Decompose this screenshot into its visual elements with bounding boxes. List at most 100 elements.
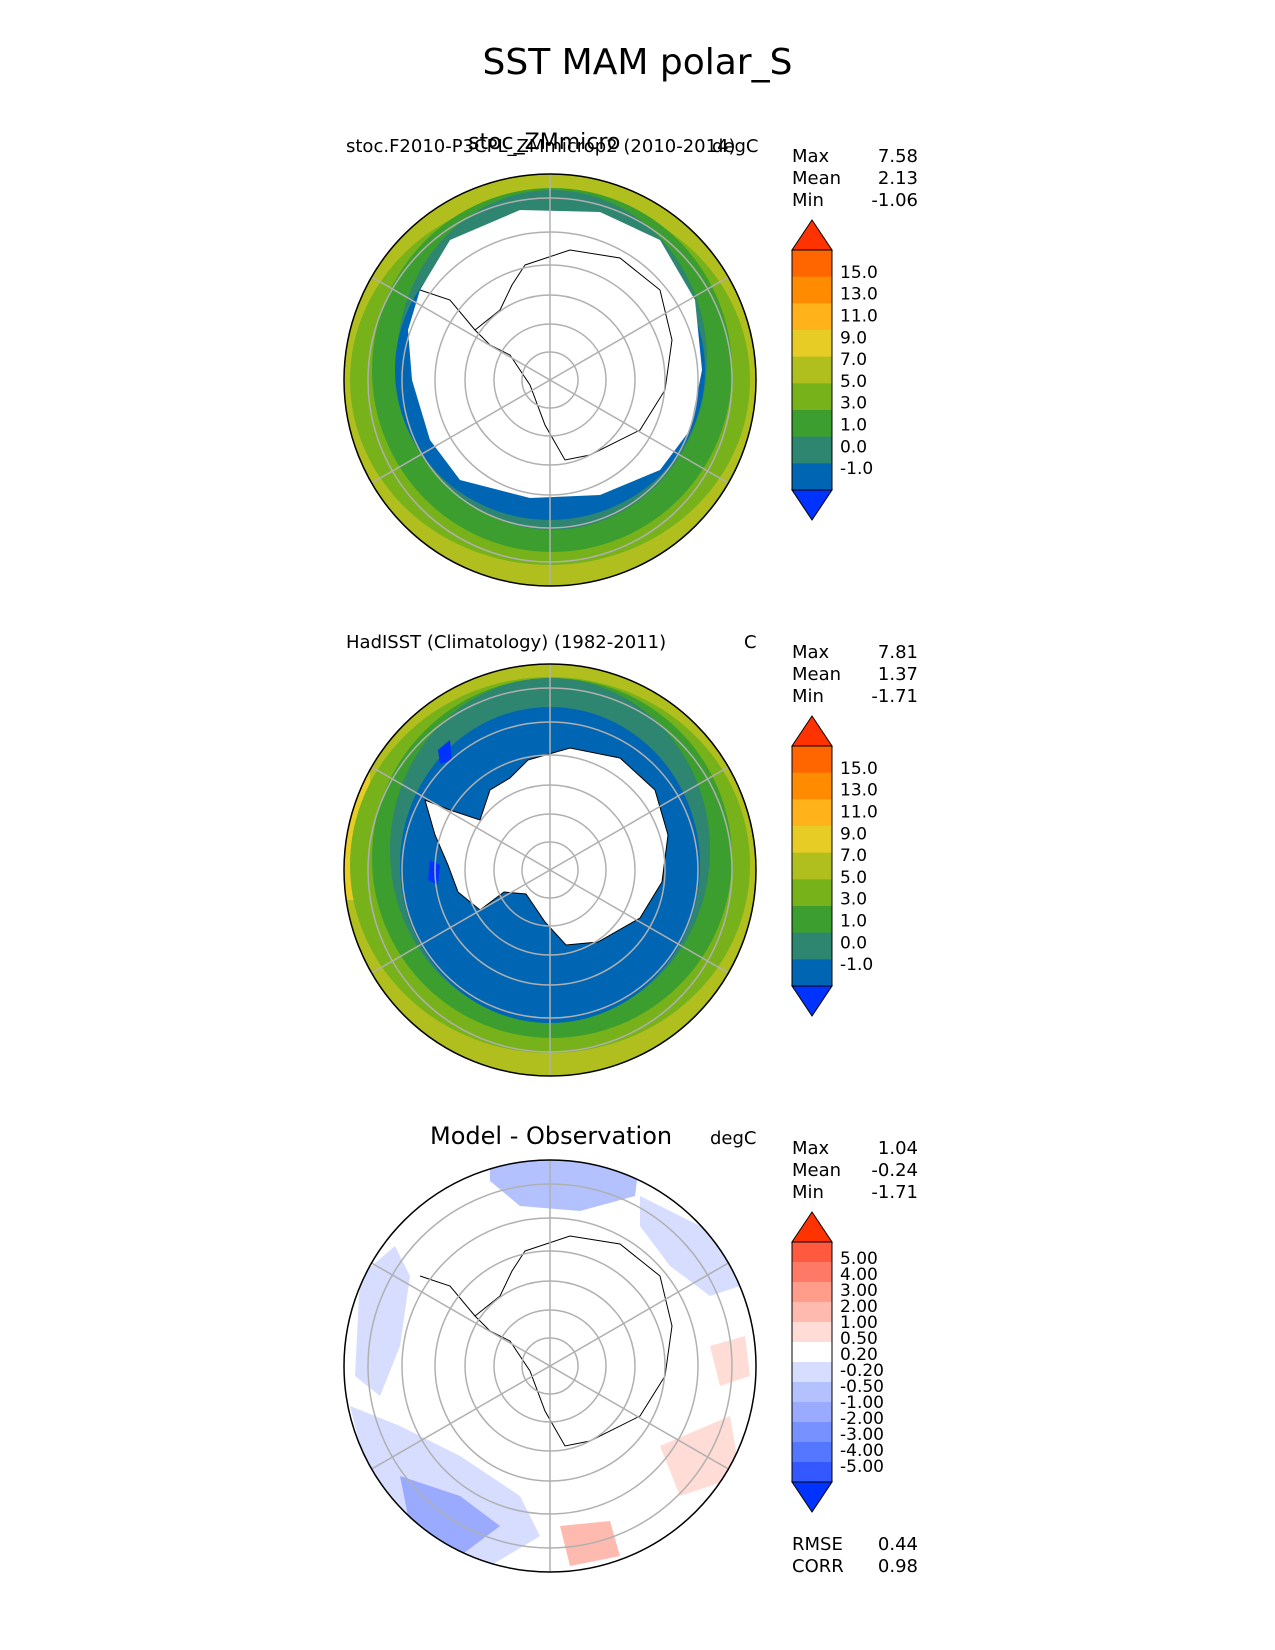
colorbar-tick-label: 1.00 (840, 1313, 878, 1333)
colorbar-segment (792, 356, 832, 384)
antarctica-coastline (474, 1235, 673, 1447)
colorbar-tick-label: -5.00 (840, 1457, 884, 1477)
colorbar-tick-label: 1.0 (840, 416, 867, 436)
colorbar-segment (792, 1402, 832, 1423)
map-boundary (343, 173, 757, 587)
colorbar-tick-label: 11.0 (840, 306, 878, 326)
colorbar-segment (792, 463, 832, 491)
colorbar-tick-label: 5.0 (840, 868, 867, 888)
map-graticule (367, 174, 733, 586)
colorbar-segment (792, 1382, 832, 1403)
colorbar-extend-min (791, 985, 833, 1017)
colorbar-segment (792, 1342, 832, 1363)
colorbar-segment (792, 276, 832, 304)
colorbar-tick-label: -1.0 (840, 955, 873, 975)
colorbar-tick-label: 2.00 (840, 1297, 878, 1317)
stat-mean-value-diff: -0.24 (871, 1160, 918, 1181)
colorbar-tick-label: 7.0 (840, 846, 867, 866)
colorbar-tick-label: -2.00 (840, 1409, 884, 1429)
stat-max-value-model: 7.58 (877, 146, 918, 167)
colorbar-segment (792, 330, 832, 358)
colorbar-segment (792, 799, 832, 827)
colorbar-segment (792, 852, 832, 880)
colorbar-segment (792, 1282, 832, 1303)
colorbar-obs: 15.013.011.09.07.05.03.01.00.0-1.0 (791, 715, 878, 1017)
stat-mean-label-obs: Mean (792, 664, 842, 685)
colorbar-segment (792, 906, 832, 934)
corr-label: CORR (792, 1556, 844, 1577)
sst-band-below-minus1 (428, 860, 440, 885)
polar-map-diff (343, 1159, 757, 1573)
panel-obs-left-title: HadISST (Climatology) (1982-2011) (346, 632, 667, 653)
colorbar-segment (792, 303, 832, 331)
colorbar-tick-label: -1.0 (840, 459, 873, 479)
colorbar-extend-min (791, 489, 833, 521)
colorbar-tick-label: -1.00 (840, 1393, 884, 1413)
colorbar-tick-label: -4.00 (840, 1441, 884, 1461)
colorbar-outline (791, 1241, 833, 1483)
colorbar-extend-max (791, 1211, 833, 1243)
figure-title: SST MAM polar_S (482, 42, 793, 83)
sea-ice-land-mask (408, 210, 702, 498)
colorbar-segment (792, 1262, 832, 1283)
colorbar-extend-max (791, 715, 833, 747)
stat-mean-value-model: 2.13 (877, 168, 918, 189)
colorbar-segment (792, 383, 832, 411)
colorbar-tick-label: 15.0 (840, 263, 878, 283)
colorbar-tick-label: 5.00 (840, 1249, 878, 1269)
colorbar-segment (792, 1442, 832, 1463)
colorbar-tick-label: -0.50 (840, 1377, 884, 1397)
colorbar-tick-label: 9.0 (840, 824, 867, 844)
diff-region (710, 1336, 750, 1386)
colorbar-model: 15.013.011.09.07.05.03.01.00.0-1.0 (791, 219, 878, 521)
colorbar-diff: 5.004.003.002.001.000.500.20-0.20-0.50-1… (791, 1211, 884, 1513)
colorbar-segment (792, 959, 832, 987)
colorbar-segment (792, 1462, 832, 1483)
panel-model-units: degC (712, 136, 759, 157)
panel-model-center-title: stoc_ZMmicro (468, 130, 621, 155)
stat-min-label-obs: Min (792, 686, 824, 707)
stat-max-label-diff: Max (792, 1138, 830, 1159)
colorbar-segment (792, 932, 832, 960)
colorbar-extend-max (791, 219, 833, 251)
panel-model-left-title: stoc.F2010-P3CPL_ZMmicrop2 (2010-2014) (346, 136, 736, 157)
colorbar-segment (792, 1322, 832, 1343)
stat-min-label-model: Min (792, 190, 824, 211)
stat-max-label-obs: Max (792, 642, 830, 663)
map-graticule (367, 664, 733, 1076)
polar-map-obs (343, 663, 757, 1077)
colorbar-tick-label: 1.0 (840, 912, 867, 932)
map-boundary (343, 1159, 757, 1573)
colorbar-tick-label: 3.0 (840, 394, 867, 414)
colorbar-tick-label: 13.0 (840, 781, 878, 801)
rmse-value: 0.44 (877, 1534, 918, 1555)
colorbar-segment (792, 250, 832, 278)
stat-mean-label-diff: Mean (792, 1160, 842, 1181)
antarctica-coastline (424, 747, 669, 946)
map-boundary (343, 663, 757, 1077)
panel-diff-center-title: Model - Observation (430, 1122, 673, 1150)
colorbar-segment (792, 1422, 832, 1443)
colorbar-tick-label: 0.0 (840, 437, 867, 457)
panel-obs-units: C (744, 632, 757, 653)
colorbar-tick-label: 15.0 (840, 759, 878, 779)
stat-min-label-diff: Min (792, 1182, 824, 1203)
stat-mean-label-model: Mean (792, 168, 842, 189)
diff-region (490, 1160, 640, 1211)
stat-max-label-model: Max (792, 146, 830, 167)
diff-region (400, 1476, 500, 1556)
diff-region (660, 1416, 740, 1496)
colorbar-tick-label: 9.0 (840, 328, 867, 348)
colorbar-tick-label: 7.0 (840, 350, 867, 370)
colorbar-segment (792, 746, 832, 774)
colorbar-tick-label: 3.0 (840, 890, 867, 910)
antarctica-land (425, 748, 668, 945)
map-graticule (367, 1160, 733, 1572)
colorbar-tick-label: 0.20 (840, 1345, 878, 1365)
colorbar-segment (792, 826, 832, 854)
colorbar-tick-label: 5.0 (840, 372, 867, 392)
colorbar-tick-label: 11.0 (840, 802, 878, 822)
colorbar-tick-label: -3.00 (840, 1425, 884, 1445)
colorbar-outline (791, 745, 833, 987)
colorbar-segment (792, 1242, 832, 1263)
